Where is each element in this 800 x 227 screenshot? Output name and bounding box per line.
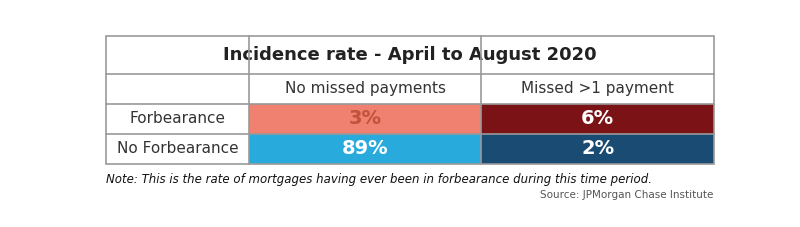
Text: No missed payments: No missed payments: [285, 81, 446, 96]
Bar: [106, 134, 249, 164]
Text: 89%: 89%: [342, 139, 389, 158]
Text: 2%: 2%: [581, 139, 614, 158]
Text: Forbearance: Forbearance: [130, 111, 226, 126]
Text: Note: This is the rate of mortgages having ever been in forbearance during this : Note: This is the rate of mortgages havi…: [106, 173, 652, 186]
Bar: [106, 74, 714, 104]
Bar: [249, 134, 482, 164]
Text: Missed >1 payment: Missed >1 payment: [521, 81, 674, 96]
Bar: [482, 134, 714, 164]
Bar: [249, 104, 482, 134]
Text: Incidence rate - April to August 2020: Incidence rate - April to August 2020: [223, 46, 597, 64]
Text: Source: JPMorgan Chase Institute: Source: JPMorgan Chase Institute: [541, 190, 714, 200]
Bar: [106, 104, 249, 134]
Text: 6%: 6%: [581, 109, 614, 128]
Bar: [482, 104, 714, 134]
Bar: [106, 36, 714, 164]
Bar: [106, 36, 714, 74]
Text: No Forbearance: No Forbearance: [117, 141, 238, 156]
Text: 3%: 3%: [349, 109, 382, 128]
